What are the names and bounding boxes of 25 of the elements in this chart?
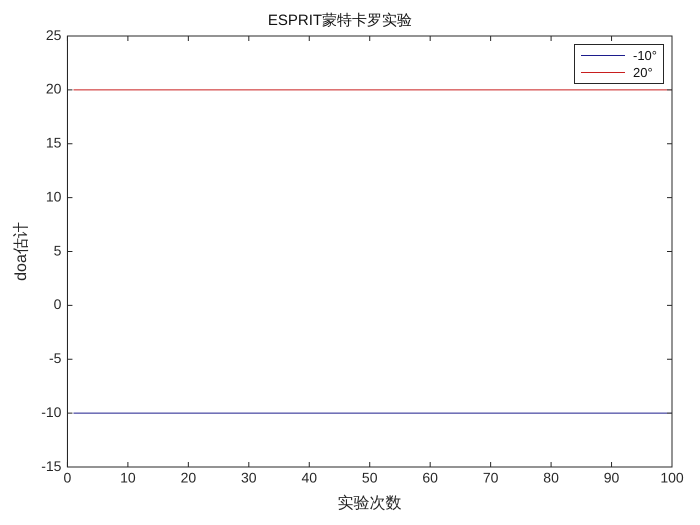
legend-label: 20°: [633, 64, 653, 81]
y-tick-label: -5: [48, 350, 62, 366]
y-tick-label: 5: [54, 242, 62, 258]
x-tick-label: 100: [660, 469, 684, 486]
y-axis-title: doa估计: [12, 222, 30, 281]
x-tick-label: 20: [180, 469, 196, 486]
x-tick-label: 40: [301, 469, 318, 486]
x-tick-label: 80: [543, 469, 560, 486]
chart-title: ESPRIT蒙特卡罗实验: [268, 12, 412, 30]
x-tick-label: 70: [482, 469, 499, 486]
y-tick-label: 0: [54, 296, 62, 312]
x-tick-label: 60: [422, 469, 438, 486]
y-tick-label: 20: [46, 80, 62, 97]
y-tick-label: -15: [41, 458, 62, 474]
x-tick-label: 90: [604, 469, 620, 486]
x-tick-label: 50: [362, 469, 378, 486]
x-tick-label: 0: [64, 469, 72, 486]
x-axis-title: 实验次数: [338, 494, 402, 512]
y-tick-label: 25: [46, 26, 62, 43]
x-tick-label: 30: [241, 469, 257, 486]
legend-label: -10°: [633, 47, 657, 64]
y-tick-label: 15: [46, 134, 62, 151]
x-tick-label: 10: [120, 469, 136, 486]
y-tick-label: 10: [46, 188, 62, 204]
y-tick-label: -10: [41, 404, 62, 420]
